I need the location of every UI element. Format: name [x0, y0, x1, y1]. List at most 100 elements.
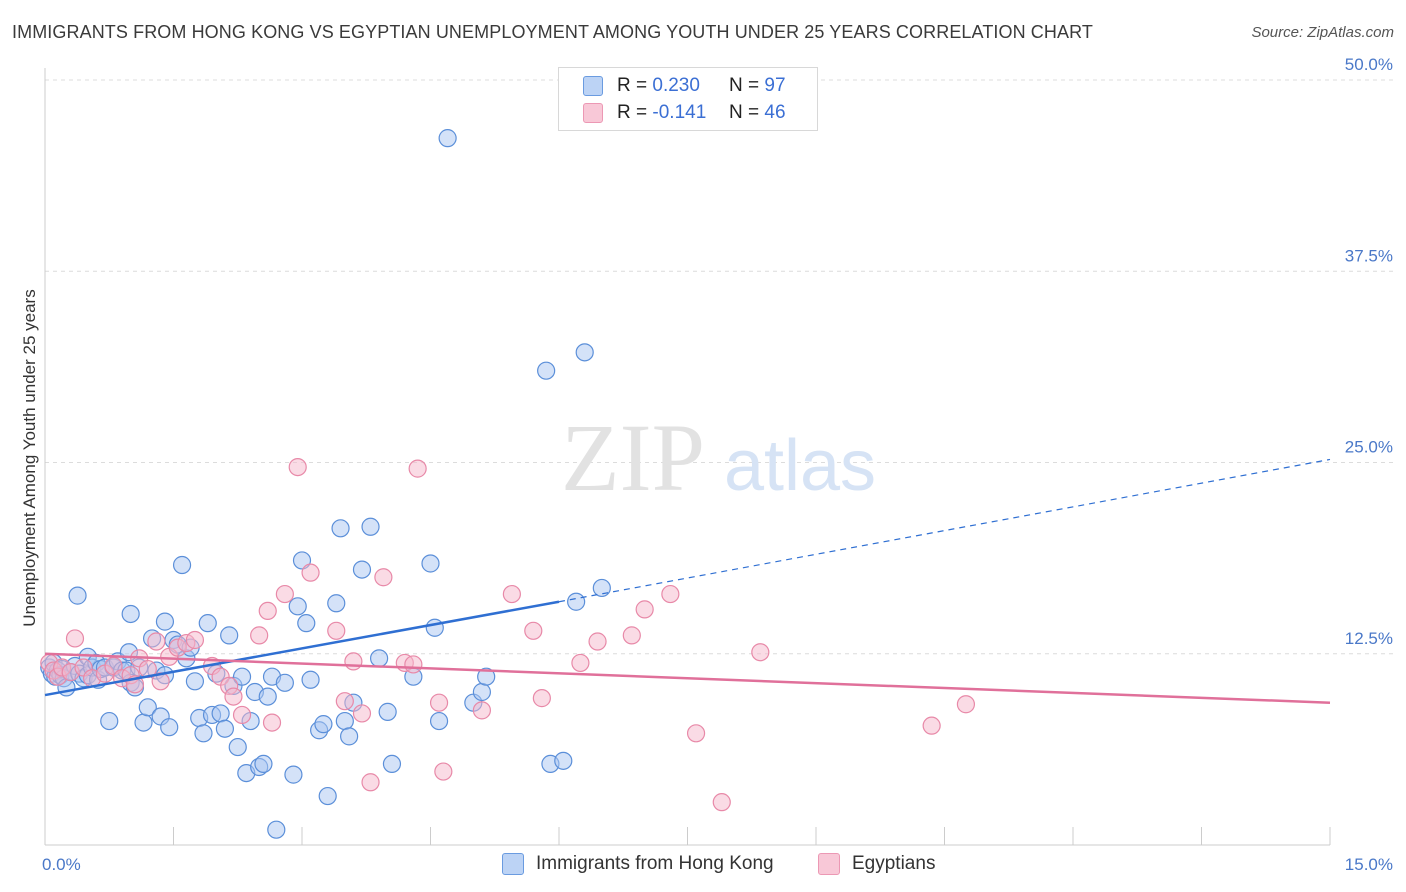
series-legend: Immigrants from Hong Kong Egyptians: [0, 851, 1406, 879]
data-point-hong-kong: [254, 754, 273, 774]
data-point-egyptians: [335, 692, 354, 711]
data-point-egyptians: [404, 655, 423, 674]
data-point-egyptians: [327, 621, 346, 640]
chart-title: IMMIGRANTS FROM HONG KONG VS EGYPTIAN UN…: [12, 22, 1093, 42]
legend-n-value: 97: [764, 75, 786, 96]
data-point-egyptians: [922, 716, 941, 735]
data-point-hong-kong: [575, 343, 594, 362]
data-point-egyptians: [429, 693, 449, 712]
data-point-hong-kong: [340, 727, 359, 746]
data-point-hong-kong: [378, 702, 397, 721]
data-point-hong-kong: [185, 672, 205, 691]
data-point-egyptians: [635, 600, 654, 619]
data-point-egyptians: [151, 672, 170, 691]
y-tick-label: 12.5%: [1345, 629, 1393, 648]
data-point-egyptians: [712, 793, 731, 812]
data-point-hong-kong: [318, 786, 337, 806]
data-point-hong-kong: [297, 614, 316, 633]
legend-n-group: N = 46: [729, 102, 786, 124]
data-point-hong-kong: [331, 519, 350, 538]
data-point-egyptians: [262, 713, 282, 732]
data-point-hong-kong: [232, 667, 252, 686]
grid-lines: [45, 79, 1395, 655]
x-tick-labels: 0.0% 15.0%: [42, 855, 1393, 874]
data-point-egyptians: [686, 724, 706, 743]
data-point-egyptians: [374, 568, 393, 587]
data-point-hong-kong: [327, 594, 346, 613]
data-point-egyptians: [65, 629, 85, 648]
data-point-egyptians: [258, 601, 277, 621]
data-point-hong-kong: [134, 713, 153, 732]
data-point-hong-kong: [382, 754, 402, 774]
data-point-egyptians: [288, 457, 307, 477]
data-point-egyptians: [532, 689, 551, 708]
data-point-hong-kong: [275, 673, 294, 692]
data-point-hong-kong: [477, 667, 496, 686]
data-point-egyptians: [232, 705, 252, 725]
data-point-egyptians: [502, 584, 521, 604]
legend-n-label: N =: [729, 75, 760, 96]
data-point-hong-kong: [361, 517, 380, 536]
data-point-hong-kong: [429, 711, 449, 731]
data-point-hong-kong: [68, 586, 87, 605]
legend-r-value: -0.141: [652, 102, 707, 123]
data-point-hong-kong: [352, 560, 372, 579]
data-point-hong-kong: [160, 718, 179, 737]
legend-label-hong-kong: Immigrants from Hong Kong: [536, 853, 774, 874]
data-point-egyptians: [434, 762, 453, 781]
legend-item-egyptians: Egyptians: [818, 853, 935, 875]
trend-line-egyptians: [44, 652, 1331, 704]
legend-item-hong-kong: Immigrants from Hong Kong: [502, 853, 774, 875]
data-point-hong-kong: [258, 687, 277, 706]
data-point-hong-kong: [438, 129, 457, 148]
data-point-egyptians: [751, 643, 770, 662]
correlation-legend: R = 0.230 N = 97 R = -0.141 N = 46: [558, 67, 818, 131]
data-point-egyptians: [224, 687, 243, 706]
data-point-hong-kong: [194, 724, 213, 743]
data-point-egyptians: [147, 632, 166, 651]
data-point-egyptians: [571, 653, 590, 673]
watermark-zip: ZIP: [561, 404, 705, 511]
trend-line-hong-kong-extension: [558, 458, 1331, 603]
series-hong-kong-points: [40, 129, 611, 839]
y-tick-labels: 12.5% 25.0% 37.5% 50.0%: [1345, 55, 1393, 648]
data-point-hong-kong: [288, 597, 307, 616]
watermark: ZIP atlas: [561, 404, 876, 511]
data-point-hong-kong: [198, 614, 217, 633]
trend-line-hong-kong: [44, 600, 560, 697]
y-tick-label: 50.0%: [1345, 55, 1393, 74]
data-point-hong-kong: [421, 554, 440, 573]
data-point-hong-kong: [472, 682, 491, 702]
data-point-hong-kong: [301, 670, 320, 689]
legend-r-group: R = 0.230: [617, 75, 700, 97]
x-tick-label: 0.0%: [42, 855, 81, 874]
axes: [44, 68, 1331, 846]
data-point-hong-kong: [335, 711, 354, 731]
data-point-hong-kong: [567, 592, 586, 611]
data-point-egyptians: [185, 630, 205, 650]
legend-n-group: N = 97: [729, 75, 786, 97]
data-point-egyptians: [361, 773, 380, 792]
y-tick-label: 37.5%: [1345, 246, 1393, 265]
data-point-egyptians: [250, 626, 269, 645]
y-tick-label: 25.0%: [1345, 438, 1393, 457]
data-point-hong-kong: [425, 618, 444, 637]
data-point-egyptians: [352, 704, 372, 723]
data-point-hong-kong: [554, 751, 573, 770]
source-label: Source: ZipAtlas.com: [1251, 24, 1394, 41]
legend-r-label: R =: [617, 75, 648, 96]
data-point-hong-kong: [592, 578, 611, 598]
legend-r-label: R =: [617, 102, 648, 123]
data-point-egyptians: [301, 563, 320, 582]
data-point-hong-kong: [100, 711, 119, 731]
data-point-hong-kong: [220, 626, 239, 645]
data-point-hong-kong: [215, 719, 234, 738]
data-point-hong-kong: [228, 737, 247, 757]
data-point-hong-kong: [138, 698, 157, 717]
data-point-egyptians: [622, 626, 641, 645]
legend-swatch-pink: [818, 853, 840, 875]
watermark-atlas: atlas: [724, 426, 876, 506]
data-point-hong-kong: [172, 555, 192, 575]
legend-r-group: R = -0.141: [617, 102, 706, 124]
data-point-egyptians: [408, 459, 427, 478]
